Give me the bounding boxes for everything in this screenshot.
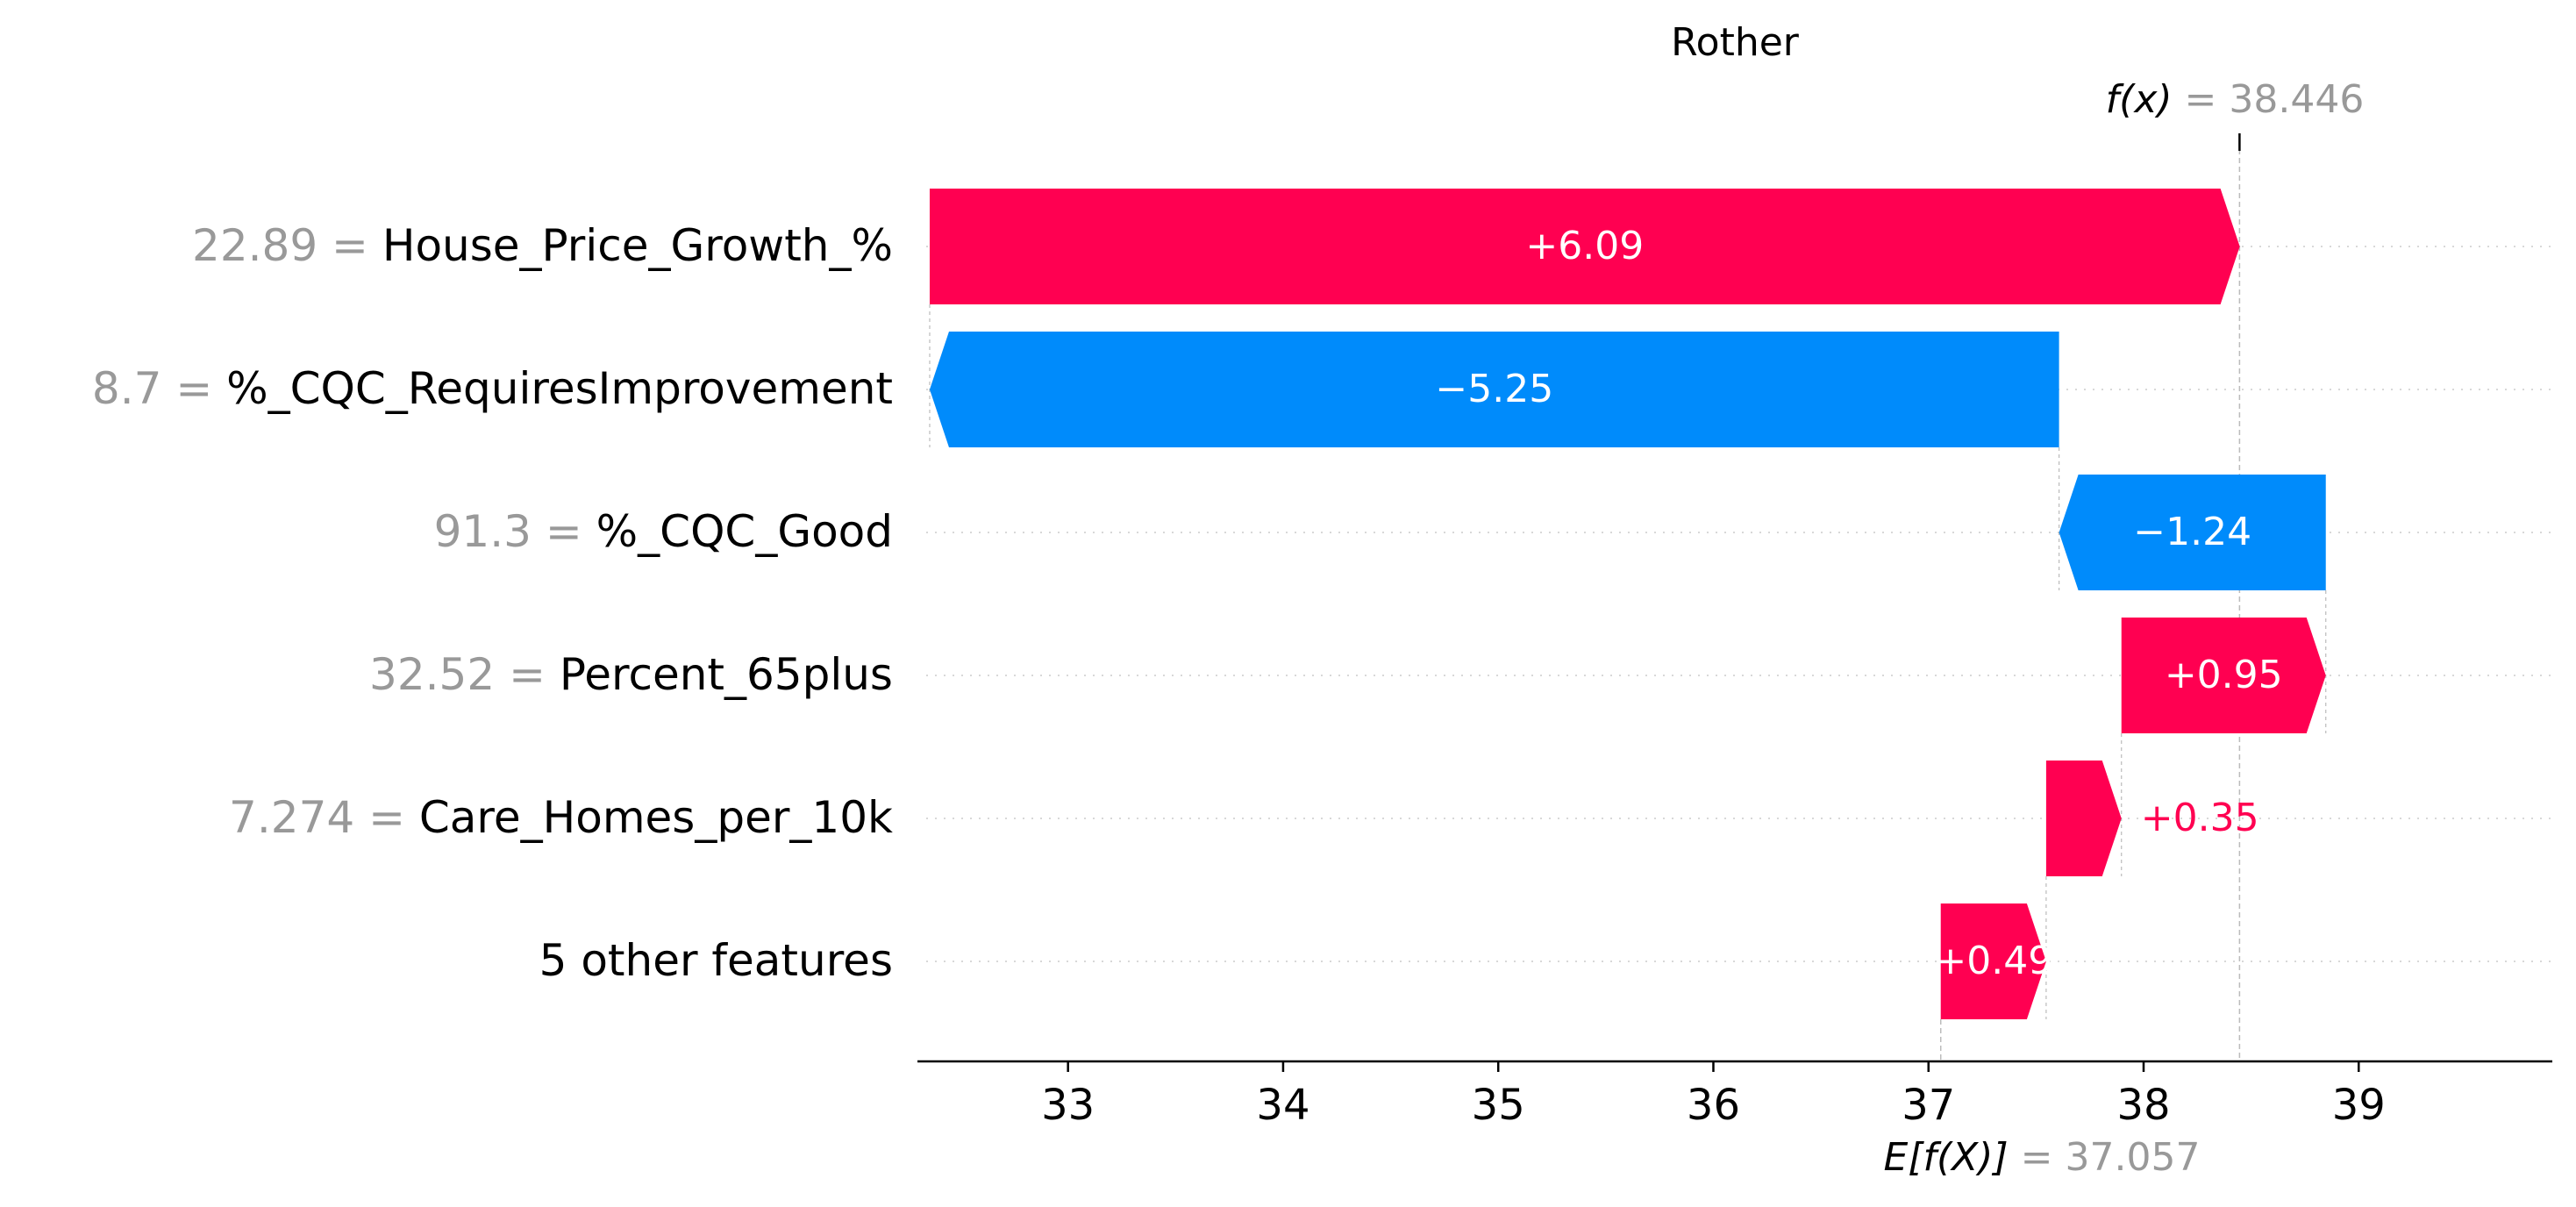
- feature-name: Care_Homes_per_10k: [419, 792, 893, 843]
- feature-label: 91.3 = %_CQC_Good: [434, 506, 893, 557]
- feature-name: %_CQC_Good: [596, 506, 893, 557]
- contribution-bar: [2045, 761, 2122, 876]
- x-tick-label: 33: [1041, 1081, 1095, 1130]
- feature-value: 91.3 =: [434, 506, 596, 557]
- feature-value: 32.52 =: [369, 649, 560, 700]
- feature-name: House_Price_Growth_%: [382, 220, 893, 271]
- x-tick-label: 36: [1687, 1081, 1740, 1130]
- contribution-label: +6.09: [1525, 224, 1644, 268]
- contribution-bar: [929, 189, 2240, 304]
- feature-label: 32.52 = Percent_65plus: [369, 649, 893, 700]
- contribution-label: −5.25: [1435, 367, 1553, 411]
- contribution-labels: +6.09 −5.25 −1.24 +0.95 +0.35 +0.49: [1435, 224, 2282, 983]
- feature-name: %_CQC_RequiresImprovement: [226, 363, 893, 414]
- feature-label: 8.7 = %_CQC_RequiresImprovement: [92, 363, 893, 414]
- contribution-label: +0.35: [2141, 796, 2259, 840]
- fx-value: 38.446: [2229, 77, 2364, 122]
- chart-title: Rother: [1671, 20, 1800, 65]
- x-tick-label: 34: [1256, 1081, 1309, 1130]
- feature-value: 22.89 =: [192, 220, 382, 271]
- ex-equals: =: [2009, 1135, 2066, 1180]
- feature-label: 5 other features: [539, 935, 893, 986]
- contribution-bar: [2121, 618, 2326, 733]
- ex-label: E[f(X)]: [1884, 1135, 2009, 1180]
- feature-name: Percent_65plus: [560, 649, 893, 700]
- ex-value: 37.057: [2065, 1135, 2200, 1180]
- x-tick-label: 35: [1472, 1081, 1525, 1130]
- contribution-bar: [2059, 475, 2326, 590]
- x-tick-label: 38: [2116, 1081, 2170, 1130]
- feature-name: 5 other features: [539, 935, 893, 986]
- contribution-bars: [929, 189, 2326, 1019]
- feature-label: 7.274 = Care_Homes_per_10k: [229, 792, 893, 843]
- x-axis-ticks: 33 34 35 36 37 38 39: [1041, 1061, 2386, 1130]
- x-tick-label: 37: [1902, 1081, 1955, 1130]
- ex-annotation: E[f(X)] = 37.057: [1884, 1135, 2201, 1180]
- fx-label: f(x): [2106, 77, 2173, 122]
- feature-value: 8.7 =: [92, 363, 226, 414]
- fx-equals: =: [2173, 77, 2230, 122]
- fx-annotation: f(x) = 38.446: [2106, 77, 2365, 122]
- contribution-bar: [1940, 903, 2046, 1019]
- contribution-label: +0.49: [1934, 939, 2052, 983]
- feature-value: 7.274 =: [229, 792, 419, 843]
- contribution-label: −1.24: [2133, 510, 2251, 554]
- feature-labels: 22.89 = House_Price_Growth_% 8.7 = %_CQC_…: [92, 220, 893, 986]
- guide-lines: [929, 133, 2327, 1061]
- contribution-label: +0.95: [2165, 653, 2283, 697]
- feature-label: 22.89 = House_Price_Growth_%: [192, 220, 893, 271]
- x-tick-label: 39: [2332, 1081, 2386, 1130]
- contribution-bar: [929, 332, 2059, 447]
